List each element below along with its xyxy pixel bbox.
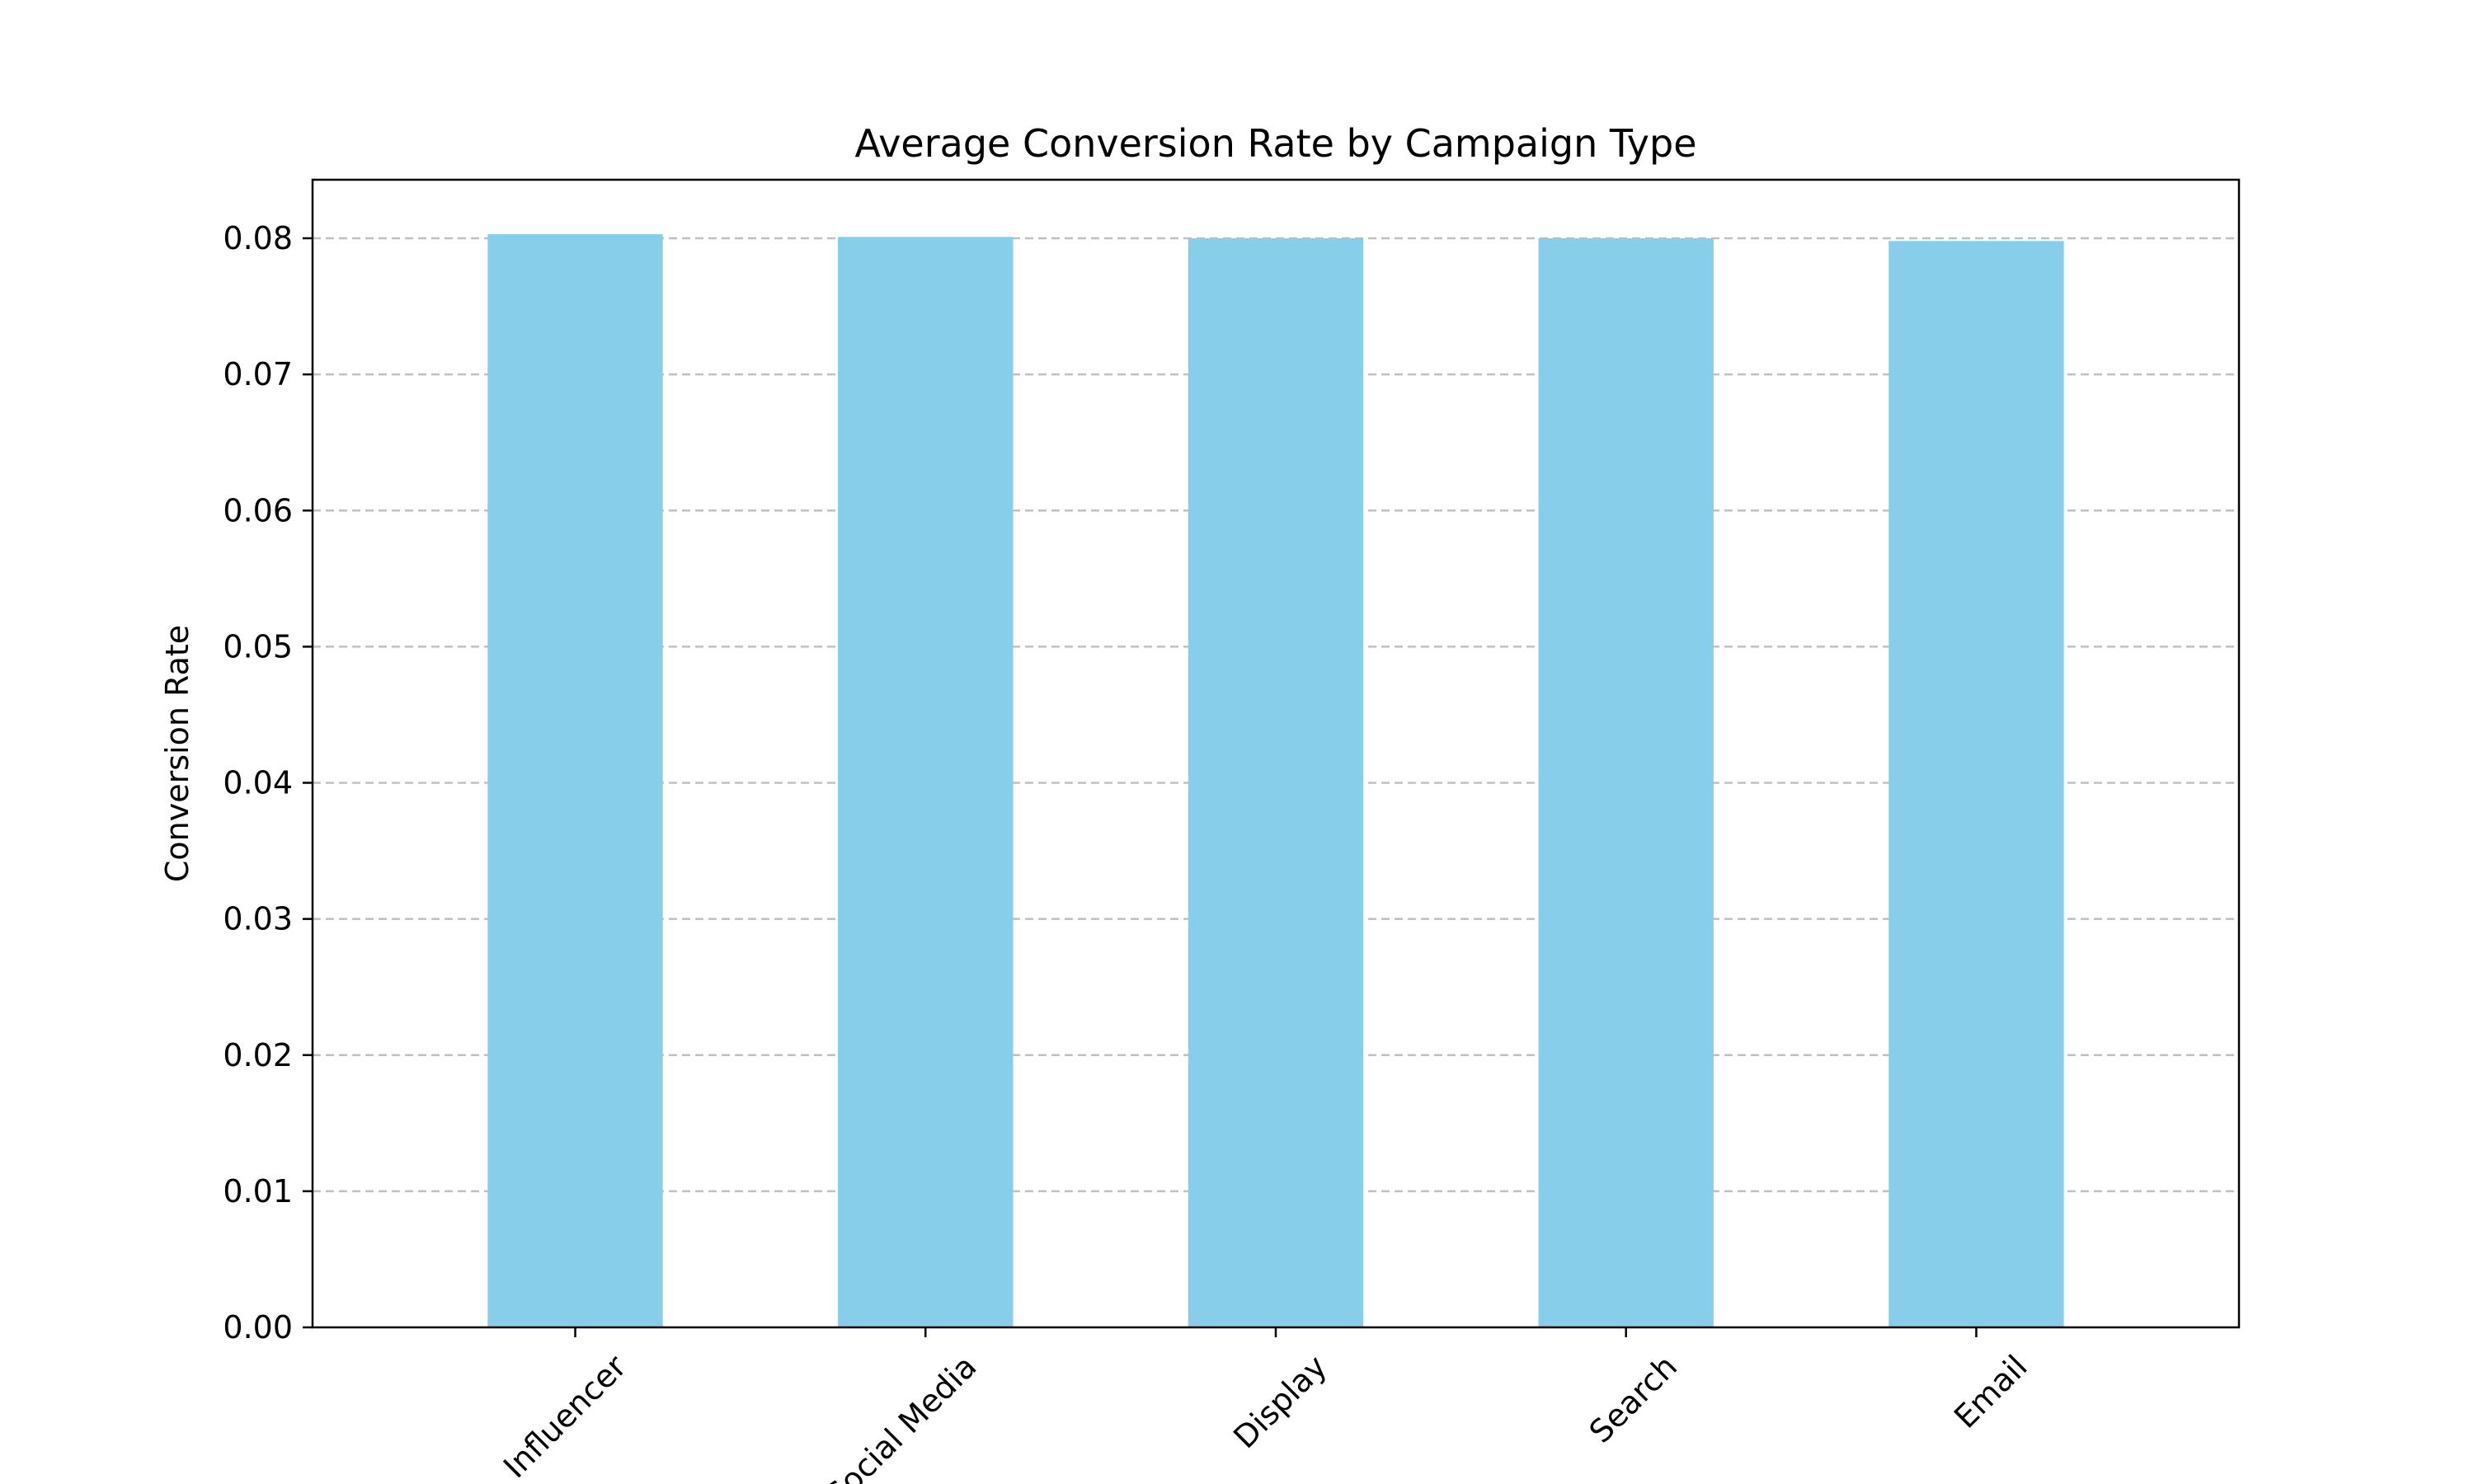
y-tick-label: 0.01 bbox=[223, 1173, 293, 1209]
x-tick-label: Influencer bbox=[496, 1348, 633, 1484]
x-tick-label: Email bbox=[1947, 1348, 2034, 1435]
y-tick-label: 0.08 bbox=[223, 220, 293, 256]
bar-layer bbox=[487, 234, 2064, 1328]
y-tick-label: 0.06 bbox=[223, 492, 293, 528]
bar-search bbox=[1538, 238, 1714, 1328]
x-tick-label: Search bbox=[1583, 1348, 1684, 1449]
y-tick-label: 0.05 bbox=[223, 628, 293, 665]
bar-email bbox=[1888, 241, 2064, 1328]
x-tick-label: Social Media bbox=[819, 1348, 984, 1484]
y-tick-label: 0.00 bbox=[223, 1309, 293, 1345]
bar-social-media bbox=[838, 237, 1014, 1328]
x-axis-ticks: Influencer Social Media Display Search Email bbox=[496, 1327, 2034, 1484]
y-tick-label: 0.04 bbox=[223, 765, 293, 801]
y-axis-ticks: 0.00 0.01 0.02 0.03 0.04 0.05 0.06 0.07 0.08 bbox=[223, 220, 313, 1345]
y-tick-label: 0.03 bbox=[223, 901, 293, 937]
y-tick-label: 0.02 bbox=[223, 1037, 293, 1073]
y-axis-label: Conversion Rate bbox=[159, 625, 195, 882]
bar-display bbox=[1188, 238, 1364, 1328]
bar-influencer bbox=[487, 234, 663, 1328]
chart-title: Average Conversion Rate by Campaign Type bbox=[854, 121, 1696, 166]
x-tick-label: Display bbox=[1226, 1348, 1333, 1455]
y-tick-label: 0.07 bbox=[223, 356, 293, 392]
